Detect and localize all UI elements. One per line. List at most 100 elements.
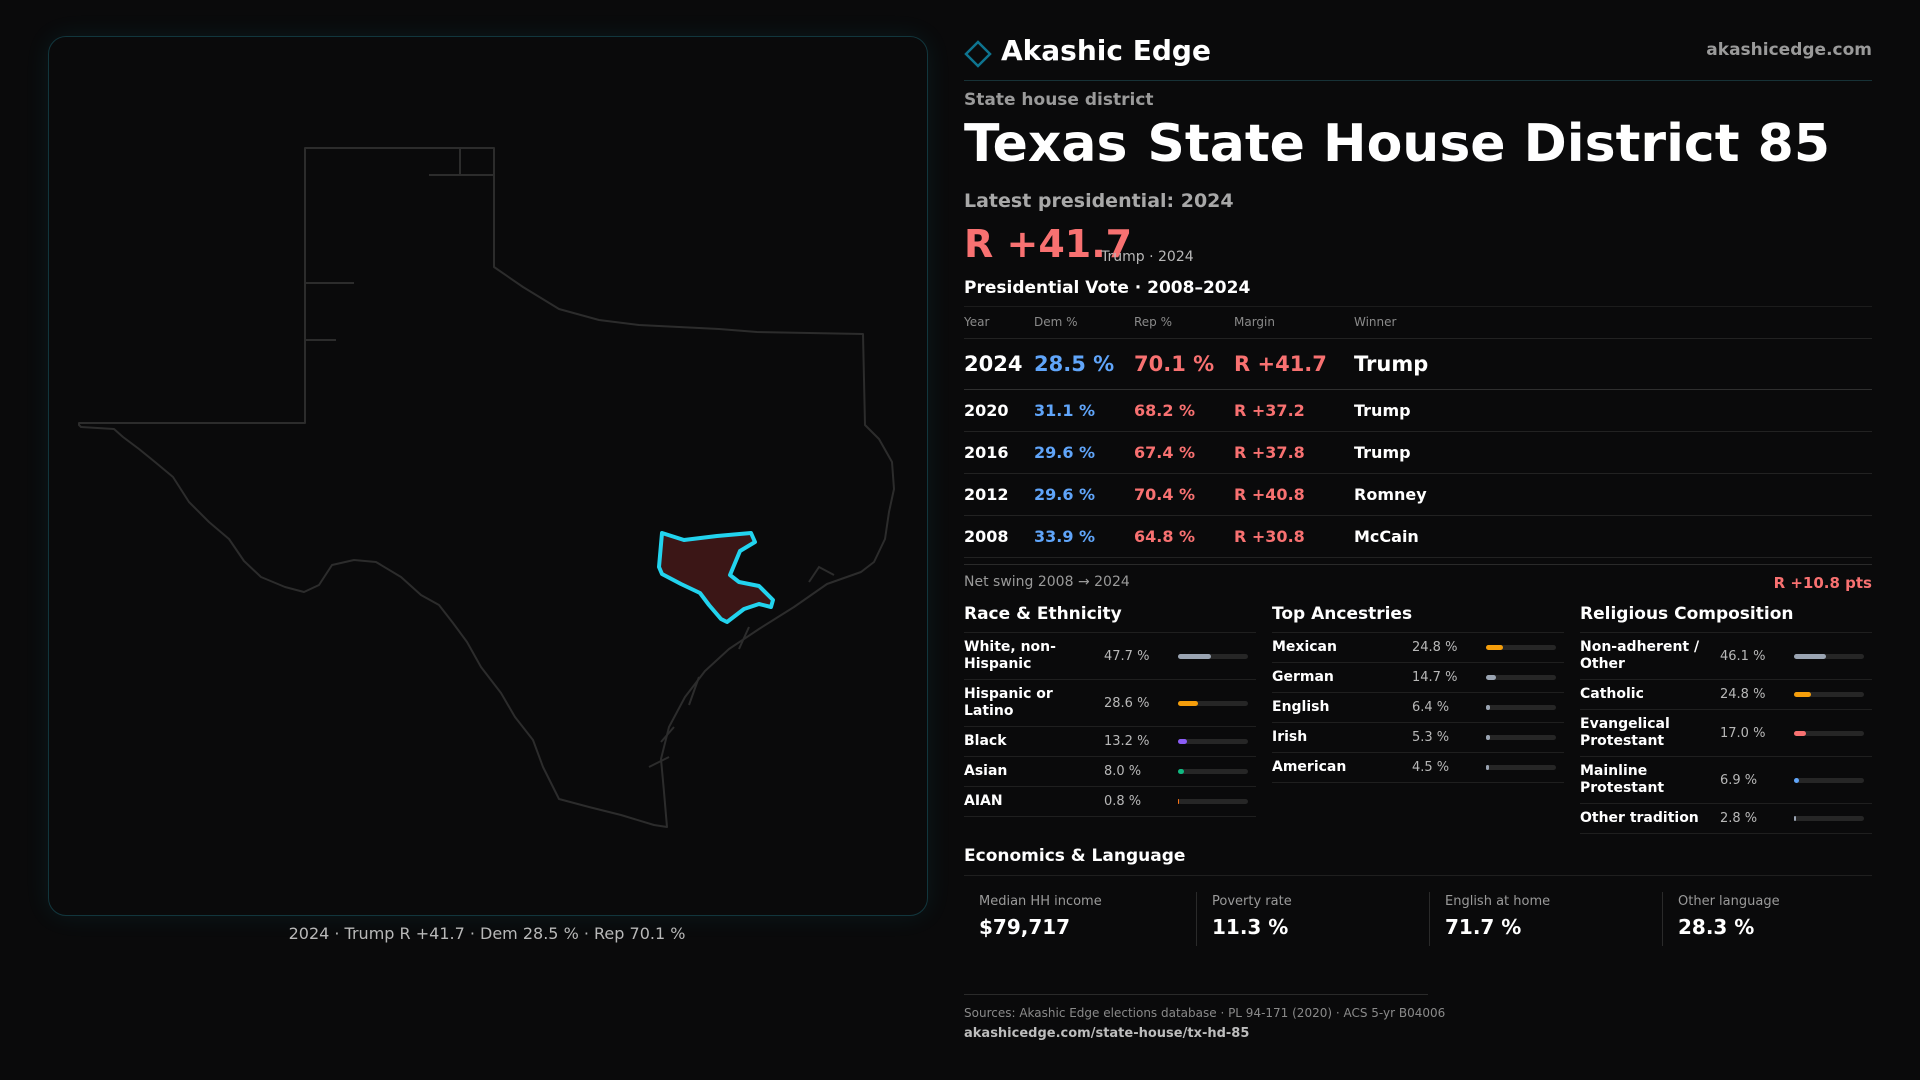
district-map[interactable] (49, 37, 927, 915)
item-bar (1486, 765, 1556, 770)
item-bar (1794, 653, 1864, 659)
religion-title: Religious Composition (1580, 604, 1872, 633)
texas-gulf-coast-detail (648, 565, 835, 768)
item-bar (1794, 692, 1864, 697)
district-type-label: State house district (964, 90, 1154, 110)
list-item: Black 13.2 % (964, 727, 1256, 757)
district-85-boundary[interactable] (657, 531, 775, 624)
stat-english-at-home: English at home 71.7 % (1429, 892, 1660, 946)
item-value: 0.8 % (1104, 794, 1142, 809)
rep-cell: 70.4 % (1134, 485, 1196, 504)
header: Akashic Edge akashicedge.com (964, 34, 1872, 81)
item-bar-fill (1486, 645, 1504, 650)
item-bar-fill (1794, 692, 1812, 697)
column-header-winner: Winner (1354, 315, 1397, 329)
item-bar (1486, 735, 1556, 740)
economics-title: Economics & Language (964, 846, 1186, 866)
race-ethnicity-title: Race & Ethnicity (964, 604, 1256, 633)
dem-cell: 29.6 % (1034, 443, 1096, 462)
margin-cell: R +37.2 (1234, 401, 1305, 420)
stat-label: English at home (1445, 894, 1551, 909)
year-cell: 2012 (964, 485, 1009, 504)
item-label: Irish (1272, 729, 1308, 745)
map-panel[interactable] (48, 36, 928, 916)
column-header-rep: Rep % (1134, 315, 1173, 329)
item-value: 46.1 % (1720, 648, 1766, 664)
dem-cell: 31.1 % (1034, 401, 1096, 420)
latest-presidential-label: Latest presidential: 2024 (964, 190, 1234, 212)
item-bar-fill (1178, 700, 1199, 706)
item-bar (1178, 739, 1248, 744)
item-bar (1486, 645, 1556, 650)
table-row: 2016 29.6 % 67.4 % R +37.8 Trump (964, 432, 1872, 474)
column-header-year: Year (964, 315, 990, 329)
stat-poverty-rate: Poverty rate 11.3 % (1196, 892, 1427, 946)
margin-cell: R +41.7 (1234, 352, 1327, 376)
stat-value: 71.7 % (1445, 915, 1522, 939)
list-item: German 14.7 % (1272, 663, 1564, 693)
item-bar-fill (1486, 705, 1491, 710)
item-bar (1178, 700, 1248, 706)
presidential-vote-table: Year Dem % Rep % Margin Winner 2024 28.5… (964, 306, 1872, 558)
brand-url[interactable]: akashicedge.com (1706, 40, 1872, 60)
list-item: English 6.4 % (1272, 693, 1564, 723)
winner-cell: McCain (1354, 527, 1419, 546)
item-label: Non-adherent / Other (1580, 639, 1700, 672)
column-header-dem: Dem % (1034, 315, 1078, 329)
religion-panel: Religious Composition Non-adherent / Oth… (1580, 604, 1872, 834)
permalink[interactable]: akashicedge.com/state-house/tx-hd-85 (964, 1026, 1250, 1041)
item-bar (1178, 653, 1248, 659)
margin-cell: R +30.8 (1234, 527, 1305, 546)
diamond-outline-icon (964, 40, 992, 68)
net-swing-row: Net swing 2008 → 2024 R +10.8 pts (964, 564, 1872, 601)
margin-cell: R +37.8 (1234, 443, 1305, 462)
list-item: Catholic 24.8 % (1580, 680, 1872, 710)
item-bar (1794, 730, 1864, 736)
stat-value: 28.3 % (1678, 915, 1755, 939)
item-value: 28.6 % (1104, 695, 1150, 711)
table-row: 2012 29.6 % 70.4 % R +40.8 Romney (964, 474, 1872, 516)
stat-value: 11.3 % (1212, 915, 1289, 939)
item-value: 4.5 % (1412, 760, 1450, 775)
item-bar-fill (1486, 735, 1490, 740)
item-bar-fill (1486, 675, 1497, 680)
year-cell: 2008 (964, 527, 1009, 546)
list-item: Mainline Protestant 6.9 % (1580, 757, 1872, 804)
brand-name[interactable]: Akashic Edge (1001, 34, 1211, 67)
page-title: Texas State House District 85 (964, 114, 1830, 174)
item-value: 13.2 % (1104, 734, 1150, 749)
item-value: 14.7 % (1412, 670, 1458, 685)
stat-value: $79,717 (979, 915, 1071, 939)
stat-label: Poverty rate (1212, 894, 1292, 909)
list-item: Evangelical Protestant 17.0 % (1580, 710, 1872, 757)
item-value: 5.3 % (1412, 730, 1450, 745)
divider (964, 875, 1872, 876)
net-swing-label: Net swing 2008 → 2024 (964, 574, 1130, 590)
winner-cell: Trump (1354, 352, 1429, 376)
latest-margin-detail: Trump · 2024 (1101, 249, 1194, 265)
item-value: 17.0 % (1720, 725, 1766, 741)
item-label: Mexican (1272, 639, 1337, 655)
footer-divider (964, 994, 1428, 995)
table-row: 2024 28.5 % 70.1 % R +41.7 Trump (964, 339, 1872, 390)
item-bar-fill (1178, 769, 1184, 774)
rep-cell: 70.1 % (1134, 352, 1215, 376)
dem-cell: 28.5 % (1034, 352, 1115, 376)
list-item: Asian 8.0 % (964, 757, 1256, 787)
item-bar (1486, 675, 1556, 680)
dem-cell: 29.6 % (1034, 485, 1096, 504)
item-label: Hispanic or Latino (964, 686, 1053, 719)
item-label: Black (964, 733, 1007, 749)
rep-cell: 64.8 % (1134, 527, 1196, 546)
list-item: Mexican 24.8 % (1272, 633, 1564, 663)
list-item: Other tradition 2.8 % (1580, 804, 1872, 834)
item-label: Mainline Protestant (1580, 763, 1665, 796)
list-item: Non-adherent / Other 46.1 % (1580, 633, 1872, 680)
list-item: American 4.5 % (1272, 753, 1564, 783)
item-label: AIAN (964, 793, 1003, 809)
state-name: Texas (964, 114, 1128, 174)
item-bar (1794, 816, 1864, 821)
item-bar (1486, 705, 1556, 710)
winner-cell: Trump (1354, 443, 1411, 462)
rep-cell: 68.2 % (1134, 401, 1196, 420)
